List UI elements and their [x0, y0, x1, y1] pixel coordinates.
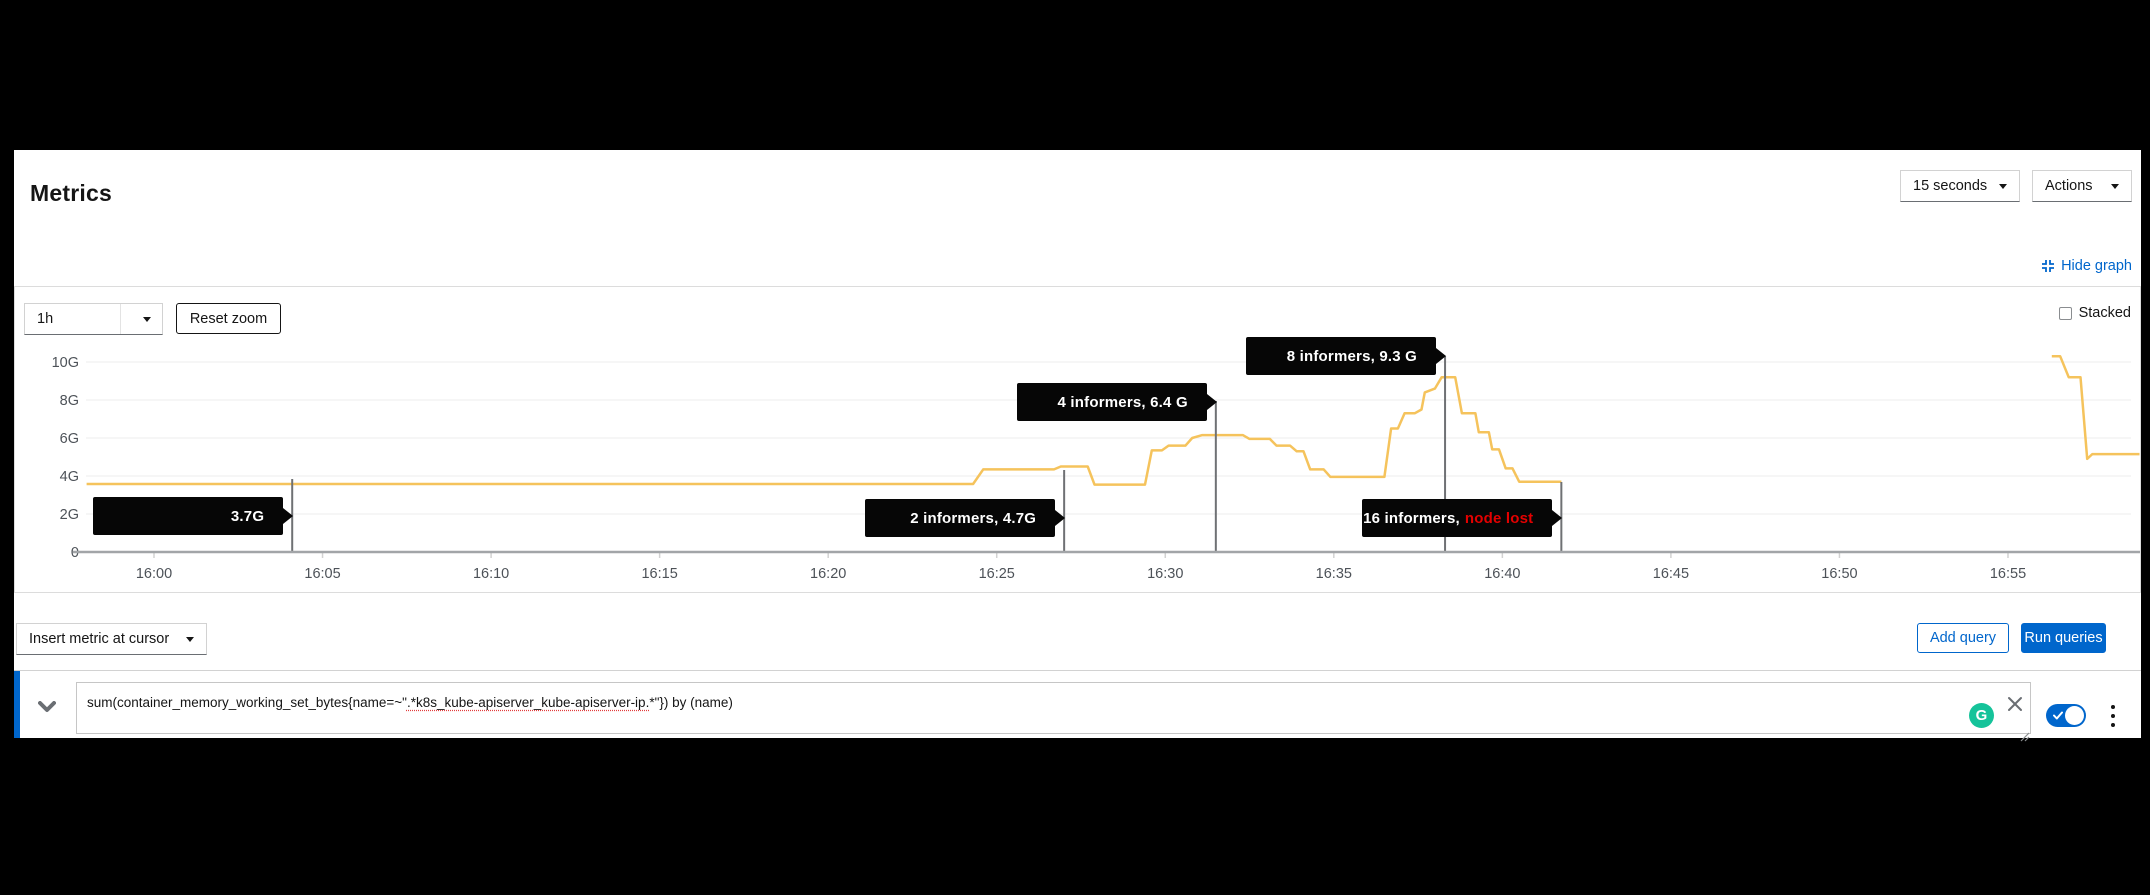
poll-interval-dropdown[interactable]: 15 seconds — [1900, 170, 2020, 202]
x-axis-label: 16:35 — [1316, 566, 1352, 582]
chevron-down-icon — [2111, 183, 2119, 189]
metric-line-series — [2051, 355, 2140, 461]
grammarly-icon[interactable]: G — [1969, 703, 1994, 728]
x-axis-label: 16:05 — [304, 566, 340, 582]
x-axis-label: 16:15 — [641, 566, 677, 582]
x-axis-label: 16:25 — [979, 566, 1015, 582]
y-axis-label: 8G — [60, 393, 79, 409]
insert-metric-dropdown[interactable]: Insert metric at cursor — [16, 623, 207, 655]
page-title: Metrics — [30, 180, 112, 206]
hide-graph-label: Hide graph — [2061, 258, 2132, 274]
query-row: sum(container_memory_working_set_bytes{n… — [14, 670, 2141, 742]
chart-annotation-tooltip: 8 informers, 9.3 G — [1246, 337, 1447, 375]
dropdown-caret-cell — [120, 304, 162, 334]
run-queries-button[interactable]: Run queries — [2021, 623, 2106, 653]
chart-annotation-tooltip: 16 informers, node lost — [1362, 499, 1563, 537]
x-axis-label: 16:30 — [1147, 566, 1183, 582]
x-axis-label: 16:20 — [810, 566, 846, 582]
chart-annotation-tooltip: 3.7G — [93, 497, 294, 535]
x-axis-label: 16:45 — [1653, 566, 1689, 582]
compress-icon — [2042, 260, 2055, 272]
query-expression-input[interactable]: sum(container_memory_working_set_bytes{n… — [76, 682, 2031, 734]
query-text-misspelled: .*k8s_kube-apiserver_kube-apiserver-ip. — [406, 695, 650, 710]
toggle-knob — [2065, 706, 2084, 725]
metrics-page: Metrics 15 seconds Actions Hide graph 10… — [14, 150, 2141, 742]
clear-query-icon[interactable] — [2007, 696, 2023, 712]
hide-graph-link[interactable]: Hide graph — [2041, 258, 2132, 274]
y-axis-label: 6G — [60, 431, 79, 447]
stacked-checkbox[interactable] — [2058, 306, 2072, 320]
query-enabled-toggle[interactable] — [2046, 704, 2086, 727]
metric-line-series — [86, 375, 1562, 486]
reset-zoom-button[interactable]: Reset zoom — [176, 303, 281, 334]
y-axis-label: 10G — [52, 355, 79, 371]
time-span-dropdown[interactable]: 1h — [24, 303, 163, 335]
x-axis-label: 16:40 — [1484, 566, 1520, 582]
x-axis-label: 16:00 — [136, 566, 172, 582]
textarea-resize-grip[interactable] — [2019, 731, 2030, 742]
y-axis-label: 2G — [60, 507, 79, 523]
actions-dropdown[interactable]: Actions — [2032, 170, 2132, 202]
query-text: sum(container_memory_working_set_bytes{n… — [87, 695, 407, 710]
check-icon — [2053, 711, 2063, 720]
chart-annotation-tooltip: 2 informers, 4.7G — [865, 499, 1066, 537]
time-span-value: 1h — [37, 311, 54, 327]
actions-label: Actions — [2045, 178, 2093, 194]
insert-metric-label: Insert metric at cursor — [29, 631, 170, 647]
chevron-down-icon — [142, 316, 151, 322]
add-query-button[interactable]: Add query — [1917, 623, 2009, 653]
expand-query-chevron-icon[interactable] — [38, 701, 56, 713]
x-axis-label: 16:10 — [473, 566, 509, 582]
query-text-suffix: *"}) by (name) — [649, 695, 733, 710]
query-kebab-menu[interactable] — [2104, 704, 2122, 728]
stacked-control: Stacked — [2058, 305, 2131, 321]
x-axis-label: 16:50 — [1821, 566, 1857, 582]
metrics-line-chart: 10G8G6G4G2G016:0016:0516:1016:1516:2016:… — [52, 355, 2140, 582]
poll-interval-value: 15 seconds — [1913, 178, 1988, 194]
graph-panel: 10G8G6G4G2G016:0016:0516:1016:1516:2016:… — [14, 286, 2141, 593]
chart-annotation-tooltip: 4 informers, 6.4 G — [1016, 383, 1217, 421]
stacked-label: Stacked — [2078, 305, 2131, 321]
y-axis-label: 4G — [60, 469, 79, 485]
chevron-down-icon — [186, 636, 194, 642]
x-axis-label: 16:55 — [1990, 566, 2026, 582]
query-row-accent-bar — [14, 671, 20, 738]
chevron-down-icon — [1999, 183, 2007, 189]
